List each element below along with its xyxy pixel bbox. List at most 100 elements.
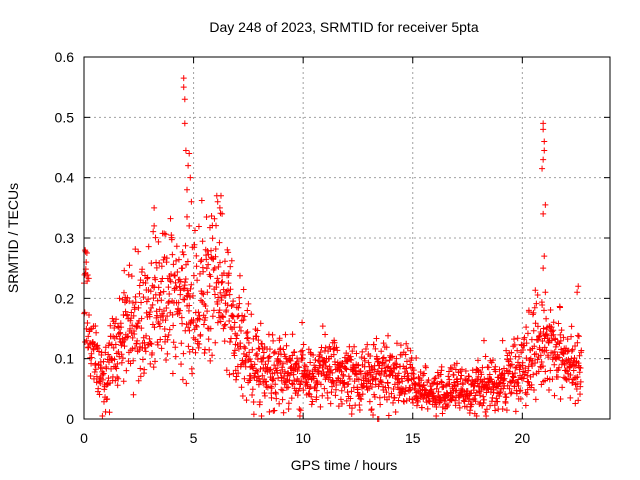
data-point <box>186 327 193 334</box>
data-point <box>191 227 198 234</box>
data-point <box>533 300 540 307</box>
data-point <box>496 393 503 400</box>
data-point <box>448 365 455 372</box>
data-point <box>250 398 257 405</box>
data-point <box>570 367 577 374</box>
data-point <box>164 336 171 343</box>
data-point <box>542 331 549 338</box>
data-point <box>295 358 302 365</box>
data-point <box>84 272 91 279</box>
data-point <box>128 273 135 280</box>
data-point <box>294 392 301 399</box>
data-point <box>253 367 260 374</box>
data-point <box>319 323 326 330</box>
data-point <box>222 292 229 299</box>
data-point <box>296 412 303 419</box>
data-point <box>241 375 248 382</box>
data-point <box>185 343 192 350</box>
data-point <box>249 391 256 398</box>
data-point <box>481 376 488 383</box>
data-point <box>512 408 519 415</box>
data-point <box>326 363 333 370</box>
data-point <box>528 384 535 391</box>
data-point <box>342 365 349 372</box>
data-point <box>416 383 423 390</box>
data-point <box>87 326 94 333</box>
data-point <box>354 386 361 393</box>
data-point <box>377 401 384 408</box>
data-point <box>199 290 206 297</box>
data-point <box>467 407 474 414</box>
data-point <box>134 337 141 344</box>
data-point <box>510 374 517 381</box>
data-point <box>116 295 123 302</box>
data-point <box>513 390 520 397</box>
data-point <box>124 311 131 318</box>
data-point <box>510 343 517 350</box>
data-point <box>147 308 154 315</box>
data-point <box>556 354 563 361</box>
data-point <box>533 350 540 357</box>
data-point <box>197 258 204 265</box>
data-point <box>512 364 519 371</box>
data-point <box>230 370 237 377</box>
data-point <box>297 381 304 388</box>
data-point <box>150 228 157 235</box>
data-point <box>250 365 257 372</box>
data-point <box>516 353 523 360</box>
data-point <box>346 376 353 383</box>
data-point <box>212 253 219 260</box>
data-point <box>139 356 146 363</box>
data-point <box>547 367 554 374</box>
data-point <box>472 398 479 405</box>
data-point <box>577 378 584 385</box>
data-point <box>147 288 154 295</box>
data-point <box>327 400 334 407</box>
data-point <box>452 402 459 409</box>
data-point <box>411 375 418 382</box>
data-point <box>519 359 526 366</box>
data-point <box>236 294 243 301</box>
data-point <box>507 390 514 397</box>
data-point <box>285 406 292 413</box>
data-point <box>483 412 490 419</box>
data-point <box>281 368 288 375</box>
data-point <box>537 329 544 336</box>
data-point <box>248 358 255 365</box>
data-point <box>278 386 285 393</box>
data-point <box>432 374 439 381</box>
data-point <box>259 355 266 362</box>
data-point <box>384 379 391 386</box>
data-point <box>542 368 549 375</box>
data-point <box>191 241 198 248</box>
data-point <box>220 314 227 321</box>
x-axis-label: GPS time / hours <box>291 457 398 473</box>
data-point <box>551 392 558 399</box>
data-point-spike <box>184 213 191 220</box>
data-point <box>319 392 326 399</box>
x-tick-label: 0 <box>80 430 88 446</box>
data-point <box>151 324 158 331</box>
data-point <box>458 385 465 392</box>
data-point <box>207 273 214 280</box>
data-point <box>543 330 550 337</box>
data-point <box>84 320 91 327</box>
data-point-spike <box>214 198 221 205</box>
data-point <box>567 372 574 379</box>
data-point <box>313 394 320 401</box>
data-point <box>532 360 539 367</box>
data-point <box>305 374 312 381</box>
data-point <box>361 357 368 364</box>
data-point <box>136 290 143 297</box>
data-point <box>127 360 134 367</box>
data-point <box>221 322 228 329</box>
axes: 0 5 10 15 20 0 0.1 0.2 0.3 0.4 0.5 0.6 <box>55 49 611 446</box>
data-point <box>112 341 119 348</box>
data-point <box>216 259 223 266</box>
data-point <box>340 371 347 378</box>
data-point <box>240 316 247 323</box>
data-point <box>543 315 550 322</box>
data-point <box>519 346 526 353</box>
data-point <box>537 352 544 359</box>
data-point <box>485 379 492 386</box>
